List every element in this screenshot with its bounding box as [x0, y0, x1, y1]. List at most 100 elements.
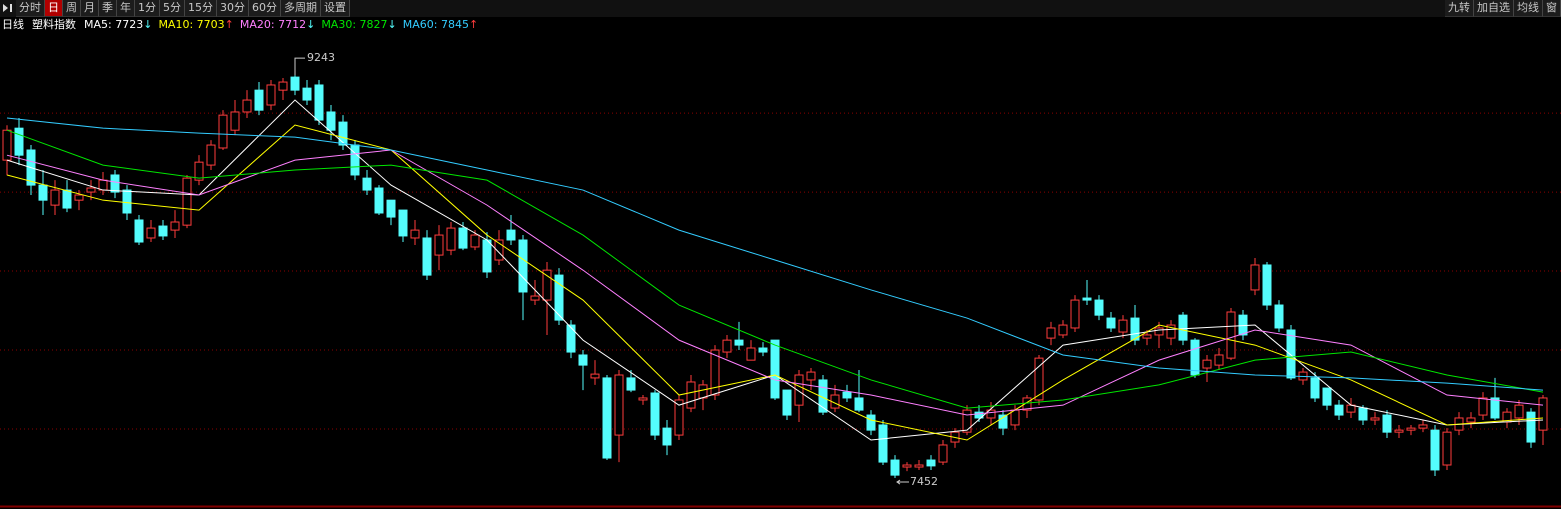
toolbar-button[interactable]: 5分	[160, 0, 185, 17]
candle-body	[422, 237, 432, 276]
candle-body	[758, 347, 768, 353]
candle-body	[218, 114, 228, 149]
toolbar-button[interactable]: 均线	[1514, 0, 1543, 17]
candle-body	[962, 409, 972, 433]
candle-body	[74, 194, 84, 201]
candle-body	[1358, 407, 1368, 421]
candle-body	[110, 174, 120, 193]
candle-body	[602, 377, 612, 459]
candle-body	[1070, 299, 1080, 329]
candle-body	[1478, 397, 1488, 416]
candle-body	[698, 384, 708, 399]
candle-body	[98, 179, 108, 191]
candle-body	[506, 229, 516, 241]
max-pointer	[294, 57, 305, 76]
candle-body	[1046, 327, 1056, 339]
candle-body	[230, 111, 240, 131]
ma-label: MA20: 7712	[240, 18, 306, 31]
candle-body	[518, 239, 528, 293]
candle-body	[614, 374, 624, 436]
candle-body	[158, 225, 168, 237]
candle-body	[1142, 334, 1152, 339]
toolbar-button[interactable]: 30分	[217, 0, 249, 17]
toolbar-button[interactable]: 加自选	[1474, 0, 1514, 17]
candle-body	[446, 227, 456, 251]
candle-body	[290, 76, 300, 91]
candle-body	[770, 339, 780, 399]
ma-line	[6, 117, 1544, 391]
candle-body	[1514, 404, 1524, 419]
toolbar-button[interactable]: 60分	[249, 0, 281, 17]
menu-icon[interactable]	[0, 0, 16, 16]
candle-body	[794, 374, 804, 406]
toolbar-button[interactable]: 九转	[1445, 0, 1474, 17]
candle-body	[50, 189, 60, 206]
toolbar-button[interactable]: 月	[81, 0, 99, 17]
candle-body	[1286, 329, 1296, 379]
candle-body	[1106, 317, 1116, 329]
ma-legend: MA10: 7703↑	[158, 18, 233, 31]
candle-body	[278, 81, 288, 91]
candle-body	[554, 274, 564, 321]
candle-body	[350, 144, 360, 176]
toolbar-button[interactable]: 分时	[16, 0, 45, 17]
candle-body	[182, 177, 192, 226]
candle-body	[638, 397, 648, 401]
candle-body	[1370, 417, 1380, 421]
ma-label: MA5: 7723	[84, 18, 143, 31]
candle-body	[14, 127, 24, 156]
toolbar-button[interactable]: 多周期	[281, 0, 321, 17]
candle-body	[1214, 354, 1224, 366]
candle-body	[926, 459, 936, 467]
candle-body	[1226, 311, 1236, 359]
candle-body	[338, 121, 348, 146]
candle-body	[1466, 417, 1476, 423]
period-label: 日线	[2, 17, 24, 31]
candle-body	[1118, 319, 1128, 333]
candle-body	[434, 234, 444, 256]
candle-body	[146, 227, 156, 239]
toolbar-button[interactable]: 1分	[135, 0, 160, 17]
candle-body	[530, 295, 540, 301]
ma-legend: MA5: 7723↓	[84, 18, 152, 31]
period-tabs: 分时日周月季年 1分 5分 15分 30分 60分 多周期 设置	[0, 0, 350, 17]
candle-body	[842, 391, 852, 399]
candle-body	[782, 389, 792, 416]
toolbar-button[interactable]: 年	[117, 0, 135, 17]
candle-body	[1166, 324, 1176, 339]
candle-body	[878, 424, 888, 463]
candle-body	[902, 464, 912, 468]
toolbar-button[interactable]: 周	[63, 0, 81, 17]
candle-body	[1058, 324, 1068, 336]
candle-body	[254, 89, 264, 111]
candle-body	[470, 234, 480, 248]
candle-body	[1418, 424, 1428, 429]
candle-body	[542, 269, 552, 301]
candle-body	[662, 427, 672, 446]
candle-body	[1310, 377, 1320, 399]
toolbar-button[interactable]: 季	[99, 0, 117, 17]
toolbar-button[interactable]: 窗	[1543, 0, 1561, 17]
candle-body	[998, 414, 1008, 429]
candle-body	[410, 229, 420, 239]
ma-arrow: ↓	[143, 18, 152, 31]
ma-line	[6, 149, 1544, 416]
min-pointer	[896, 479, 909, 485]
ma-arrow: ↑	[225, 18, 234, 31]
candle-body	[974, 411, 984, 419]
candle-body	[1034, 357, 1044, 401]
candle-body	[1190, 339, 1200, 376]
candle-body	[1094, 299, 1104, 316]
candle-body	[482, 239, 492, 273]
ma-label: MA10: 7703	[158, 18, 224, 31]
candle-body	[362, 177, 372, 191]
ma-legend: MA20: 7712↓	[240, 18, 315, 31]
candle-body	[1334, 404, 1344, 416]
toolbar-button[interactable]: 15分	[185, 0, 217, 17]
instrument-name: 塑料指数	[32, 17, 76, 31]
toolbar-button[interactable]: 日	[45, 0, 63, 17]
candle-body	[170, 221, 180, 231]
toolbar-button[interactable]: 设置	[321, 0, 350, 17]
toolbar: 分时日周月季年 1分 5分 15分 30分 60分 多周期 设置 九转 加自选 均线窗	[0, 0, 1561, 17]
